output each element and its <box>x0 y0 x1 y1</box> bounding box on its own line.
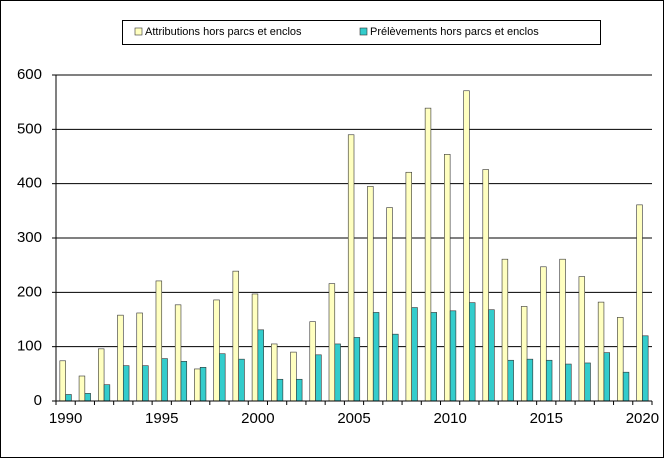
y-tick-label: 600 <box>17 66 42 83</box>
bar <box>386 207 393 402</box>
x-tick-label: 2000 <box>241 410 274 427</box>
bar <box>276 378 284 402</box>
x-tick-label: 2015 <box>530 410 563 427</box>
bar <box>603 352 611 402</box>
bar <box>444 154 451 402</box>
bar <box>501 258 509 402</box>
bar <box>463 90 470 402</box>
bar <box>328 283 336 402</box>
bar <box>578 276 586 402</box>
bar <box>617 317 624 402</box>
bar <box>296 378 303 402</box>
bar <box>290 351 297 402</box>
bar <box>309 321 316 402</box>
x-tick-label: 1995 <box>145 410 178 427</box>
bar <box>122 365 130 402</box>
bar <box>142 365 149 402</box>
y-tick-label: 400 <box>17 175 42 192</box>
bar <box>507 359 514 402</box>
bar <box>251 293 259 402</box>
bar <box>449 310 457 402</box>
y-tick-label: 100 <box>17 338 42 355</box>
bar <box>353 337 361 402</box>
bar <box>103 384 111 402</box>
bar <box>232 270 239 402</box>
bar <box>584 362 591 402</box>
bar <box>315 354 322 402</box>
bar <box>180 361 188 402</box>
bar <box>199 367 207 402</box>
bar <box>155 280 163 402</box>
bar <box>65 394 72 402</box>
bar <box>540 266 547 402</box>
legend-label: Prélèvements hors parcs et enclos <box>370 26 539 38</box>
bar <box>430 312 437 402</box>
bar <box>636 204 643 402</box>
y-tick-label: 0 <box>34 392 42 409</box>
bar <box>411 307 418 402</box>
bar <box>488 309 495 402</box>
bar <box>622 371 630 402</box>
bar <box>238 358 245 402</box>
bar <box>424 107 432 402</box>
bar <box>219 353 226 402</box>
bar <box>271 343 278 402</box>
bar <box>526 358 534 402</box>
bar <box>367 186 374 402</box>
y-tick-label: 500 <box>17 120 42 137</box>
y-tick-label: 300 <box>17 229 42 246</box>
bar <box>97 348 105 402</box>
bar <box>257 329 264 402</box>
bar <box>334 343 341 402</box>
bar <box>78 375 86 402</box>
bar <box>565 363 572 402</box>
y-tick-label: 200 <box>17 283 42 300</box>
legend-swatch <box>359 27 368 36</box>
bar <box>136 312 143 402</box>
bar <box>84 393 91 402</box>
bar <box>559 258 566 402</box>
bar <box>117 314 124 402</box>
bar <box>392 333 399 402</box>
bar <box>161 358 168 402</box>
bar <box>545 359 553 402</box>
legend-label: Attributions hors parcs et enclos <box>145 26 302 38</box>
bar <box>482 169 489 402</box>
bar <box>642 335 649 402</box>
bar <box>469 302 476 402</box>
x-tick-label: 2010 <box>433 410 466 427</box>
bar <box>405 171 412 402</box>
bar <box>520 306 528 402</box>
bar <box>213 299 220 402</box>
legend-swatch <box>134 27 143 36</box>
x-tick-label: 2020 <box>626 410 659 427</box>
bar <box>59 360 66 402</box>
x-tick-label: 2005 <box>337 410 370 427</box>
bar <box>597 301 605 402</box>
x-tick-label: 1990 <box>49 410 82 427</box>
bar <box>372 312 380 402</box>
bar <box>174 304 182 402</box>
bar <box>194 368 201 402</box>
bar <box>347 134 355 402</box>
